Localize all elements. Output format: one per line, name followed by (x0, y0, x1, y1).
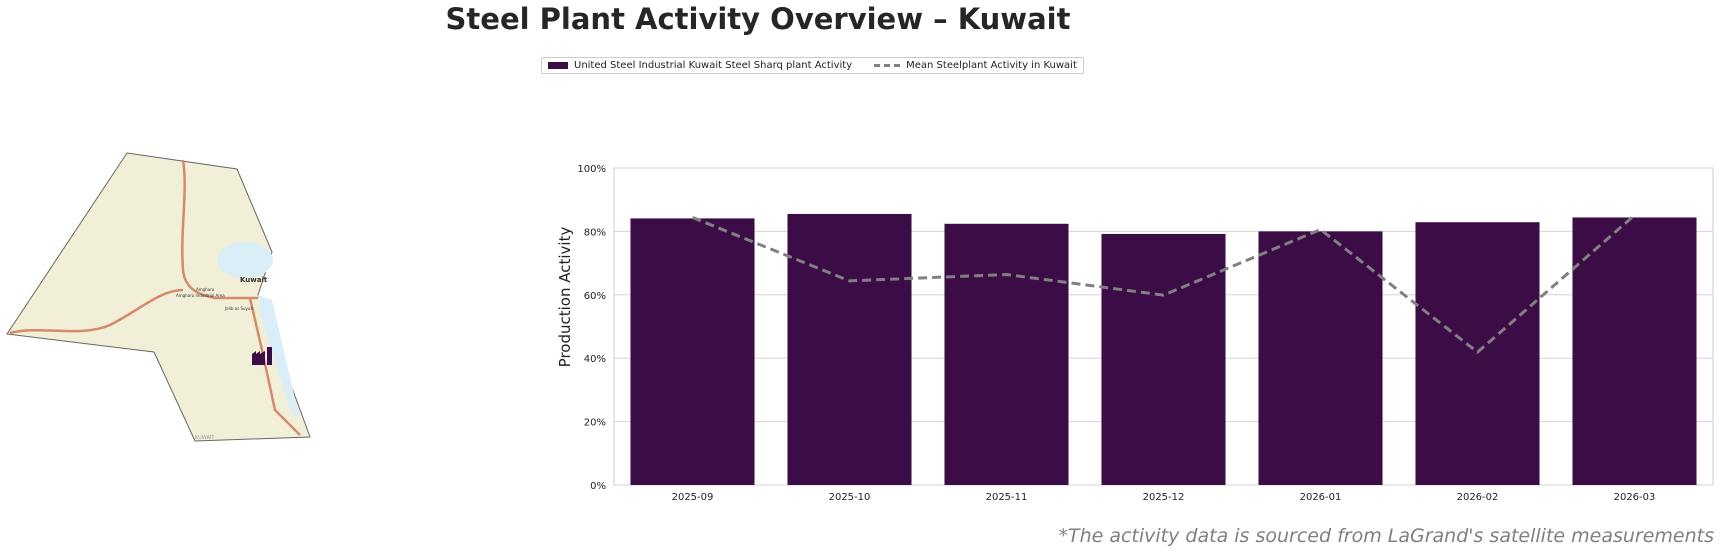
factory-icon[interactable] (252, 347, 272, 365)
legend-line-swatch (874, 64, 901, 67)
map-label-amghara: Amghara (196, 287, 215, 292)
bar-2025-09 (630, 218, 755, 485)
chart-legend: United Steel Industrial Kuwait Steel Sha… (541, 57, 1084, 74)
y-tick-label: 100% (577, 164, 606, 175)
bar-2025-10 (787, 213, 912, 485)
x-tick-label: 2025-09 (672, 492, 714, 503)
bar-2025-11 (944, 223, 1069, 486)
legend-line-label: Mean Steelplant Activity in Kuwait (906, 60, 1077, 71)
mean-activity-line (691, 214, 1636, 355)
legend-bar-swatch (548, 62, 568, 69)
x-tick-label: 2025-12 (1143, 492, 1185, 503)
x-tick-label: 2026-03 (1614, 492, 1656, 503)
map-label-jalib: Jalib as Suyuh (224, 306, 253, 311)
x-tick-label: 2025-10 (829, 492, 871, 503)
kuwait-map: Kuwait Amghara Amghara Industrial Area J… (6, 152, 311, 442)
roads (9, 159, 301, 436)
footnote: *The activity data is sourced from LaGra… (1058, 525, 1714, 547)
x-tick-label: 2025-11 (986, 492, 1028, 503)
y-tick-label: 80% (584, 227, 606, 238)
bar-2025-12 (1101, 233, 1226, 485)
map-label-country: KUWAIT (195, 435, 215, 441)
map-label-kuwait: Kuwait (240, 276, 268, 284)
y-tick-label: 40% (584, 354, 606, 365)
x-tick-label: 2026-02 (1457, 492, 1499, 503)
page-title: Steel Plant Activity Overview – Kuwait (445, 2, 1071, 36)
y-tick-label: 0% (590, 481, 606, 492)
y-tick-label: 20% (584, 418, 606, 429)
bar-2026-01 (1258, 231, 1383, 485)
legend-bar-label: United Steel Industrial Kuwait Steel Sha… (574, 60, 853, 71)
x-tick-label: 2026-01 (1300, 492, 1342, 503)
y-tick-label: 60% (584, 291, 606, 302)
y-axis-label: Production Activity (556, 227, 574, 368)
bar-2026-03 (1572, 217, 1697, 485)
coast-water (258, 295, 300, 420)
kuwait-bay (217, 242, 273, 278)
map-label-industrial: Amghara Industrial Area (176, 293, 225, 298)
